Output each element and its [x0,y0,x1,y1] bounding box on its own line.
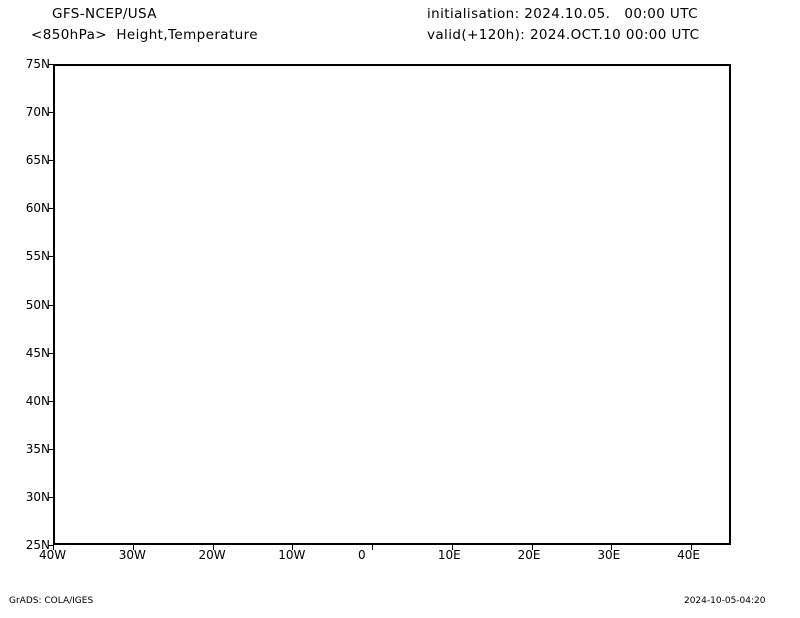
x-axis-tick [451,545,453,550]
footer-timestamp-label: 2024-10-05-04:20 [684,596,766,606]
y-axis-label: 40N [25,393,50,408]
y-axis-label: 65N [25,153,50,168]
y-axis-label: 35N [25,441,50,456]
header-model-label: GFS-NCEP/USA [52,6,157,22]
x-axis-tick [372,545,374,550]
x-axis-tick [531,545,533,550]
y-axis-tick [48,448,53,450]
y-axis-label: 75N [25,57,50,71]
x-axis-tick [292,545,294,550]
map-plot-area: 1181181201201221221241241261261281281301… [53,64,731,545]
header-initialisation-label: initialisation: 2024.10.05. 00:00 UTC [427,6,698,22]
x-axis-label: 20W [198,548,226,562]
y-axis-label: 30N [25,489,50,504]
y-axis-tick [48,545,53,546]
y-axis-tick [48,208,53,210]
y-axis-tick [48,256,53,258]
x-axis-label: 0 [358,548,366,562]
x-axis-label: 30E [597,548,621,562]
x-axis-label: 40E [677,548,700,562]
x-axis-label: 40W [39,548,67,562]
y-axis-tick [48,304,53,306]
x-axis-label: 10E [437,548,461,562]
header-level-fields-label: <850hPa> Height,Temperature [31,27,258,43]
x-axis-tick [212,545,214,550]
y-axis-label: 50N [25,297,50,312]
y-axis-label: 70N [25,105,50,120]
x-axis-label: 20E [517,548,541,562]
y-axis-tick [48,496,53,498]
y-axis-label: 25N [25,538,50,552]
y-axis-label: 55N [25,249,50,264]
y-axis-label: 60N [25,201,50,216]
y-axis-tick [48,352,53,354]
x-axis-label: 10W [278,548,306,562]
y-axis-tick [48,160,53,162]
y-axis-label: 45N [25,345,50,360]
y-axis-tick [48,112,53,114]
footer-source-label: GrADS: COLA/IGES [9,596,94,606]
x-axis-tick [691,545,693,550]
x-axis-label: 30W [118,548,146,562]
y-axis-tick [48,64,53,65]
y-axis-tick [48,400,53,402]
header-valid-time-label: valid(+120h): 2024.OCT.10 00:00 UTC [427,27,700,43]
x-axis-tick [611,545,613,550]
plot-frame-border [53,64,731,545]
x-axis-tick [132,545,134,550]
x-axis-tick [53,545,54,550]
